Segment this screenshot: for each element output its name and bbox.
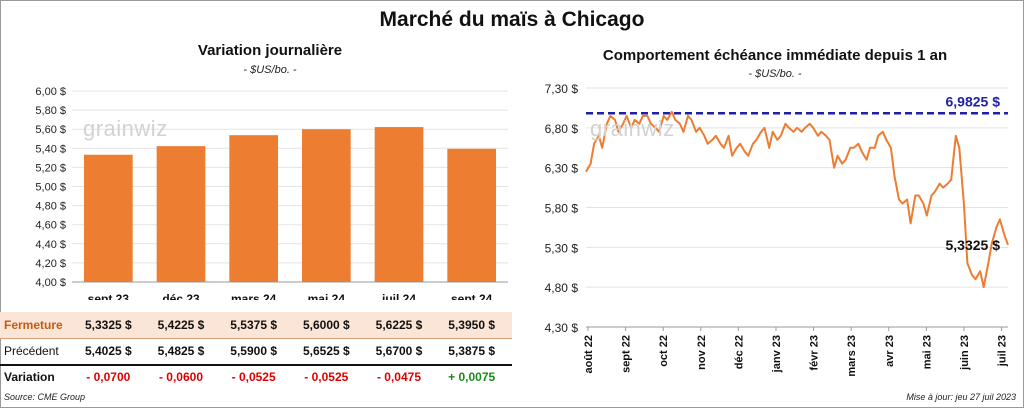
bar-y-tick: 4,20 $	[35, 258, 66, 270]
line-x-tick-label: août 22	[583, 335, 595, 374]
line-x-tick-label: mars 23	[846, 335, 858, 377]
last-value-label: 5,3325 $	[946, 237, 1001, 253]
bar-y-tick: 5,80 $	[35, 105, 66, 117]
line-x-tick-label: févr 23	[809, 335, 821, 370]
left-chart-unit: - $US/bo. -	[243, 64, 297, 76]
bar-5	[447, 148, 497, 282]
price-line	[585, 110, 1009, 289]
bar-y-tick: 5,60 $	[35, 124, 66, 136]
table-cell: - 0,0475	[376, 370, 422, 384]
bar-chart: 4,00 $ 4,20 $ 4,40 $ 4,60 $ 4,80 $ 5,00 $ 5,20…	[35, 86, 508, 300]
bar-category-label: juil 24	[381, 292, 416, 300]
bar-y-tick: 5,00 $	[35, 182, 66, 194]
table-row-label: Fermeture	[4, 318, 63, 332]
line-y-tick: 6,80 $	[545, 122, 579, 136]
bar-y-tick: 4,00 $	[35, 277, 66, 289]
bar-category-label: sept 24	[451, 292, 493, 300]
bar-4	[374, 127, 424, 283]
line-y-tick: 4,80 $	[545, 281, 579, 295]
table-cell: 5,6000 $	[302, 318, 350, 332]
table-cell: - 0,0525	[231, 370, 276, 384]
right-watermark: grainwiz	[590, 116, 675, 141]
bar-y-tick: 4,40 $	[35, 239, 66, 251]
line-x-tick-label: sept 22	[621, 335, 633, 373]
table-cell: 5,4225 $	[157, 318, 205, 332]
table-cell: 5,3875 $	[448, 344, 496, 358]
bar-y-tick: 4,60 $	[35, 220, 66, 232]
right-chart-unit: - $US/bo. -	[748, 68, 802, 80]
table-cell: - 0,0600	[158, 370, 204, 384]
table-cell: - 0,0525	[304, 370, 349, 384]
bar-y-tick: 6,00 $	[35, 86, 66, 98]
bar-1	[156, 146, 206, 282]
bar-category-label: déc 23	[162, 292, 200, 300]
table-cell: 5,4025 $	[84, 344, 132, 358]
reference-label: 6,9825 $	[946, 93, 1001, 109]
bar-y-tick: 5,40 $	[35, 143, 66, 155]
table-cell: 5,6525 $	[302, 344, 350, 358]
table-cell: 5,3325 $	[84, 318, 132, 332]
bar-category-label: sept 23	[88, 292, 130, 300]
left-chart-title: Variation journalière	[197, 42, 343, 59]
line-y-tick: 6,30 $	[545, 162, 579, 176]
line-x-tick-label: mai 23	[921, 335, 933, 369]
table-cell: 5,6700 $	[375, 344, 423, 358]
row-divider	[0, 338, 512, 339]
line-x-tick-label: avr 23	[884, 335, 896, 367]
table-cell: 5,5900 $	[230, 344, 278, 358]
bar-category-label: mai 24	[308, 292, 346, 300]
bar-category-label: mars 24	[231, 292, 277, 300]
bar-y-tick: 4,80 $	[35, 201, 66, 213]
line-x-tick-label: déc 22	[733, 335, 745, 369]
line-x-tick-label: juin 23	[959, 335, 971, 371]
table-cell: + 0,0075	[448, 370, 496, 384]
source-note: Source: CME Group	[4, 392, 86, 402]
right-chart-title: Comportement échéance immédiate depuis 1…	[602, 47, 948, 64]
line-chart: 4,30 $ 4,80 $ 5,30 $ 5,80 $ 6,30 $ 6,80 $ 7,30…	[545, 82, 1009, 377]
table-cell: - 0,0700	[86, 370, 131, 384]
line-x-tick-label: juil 23	[997, 335, 1009, 367]
line-y-tick: 5,80 $	[545, 202, 579, 216]
table-row-label: Variation	[4, 370, 55, 384]
bar-2	[229, 135, 279, 282]
table-row-label: Précédent	[4, 344, 59, 358]
line-x-tick-label: oct 22	[658, 335, 670, 367]
bar-0	[83, 154, 133, 282]
table-cell: 5,3950 $	[448, 318, 496, 332]
table-cell: 5,6225 $	[375, 318, 423, 332]
update-note: Mise à jour: jeu 27 juil 2023	[906, 392, 1016, 402]
line-y-tick: 4,30 $	[545, 321, 579, 335]
line-y-tick: 5,30 $	[545, 241, 579, 255]
line-x-tick-label: nov 22	[696, 335, 708, 370]
bar-3	[301, 129, 351, 282]
table-cell: 5,5375 $	[230, 318, 278, 332]
line-y-tick: 7,30 $	[545, 82, 579, 96]
left-watermark: grainwiz	[83, 116, 168, 141]
main-title: Marché du maïs à Chicago	[379, 8, 645, 31]
line-x-tick-label: janv 23	[771, 335, 783, 373]
bar-y-tick: 5,20 $	[35, 162, 66, 174]
fermeture-row-background	[0, 312, 512, 338]
row-divider-bold	[0, 364, 512, 366]
table-cell: 5,4825 $	[157, 344, 205, 358]
